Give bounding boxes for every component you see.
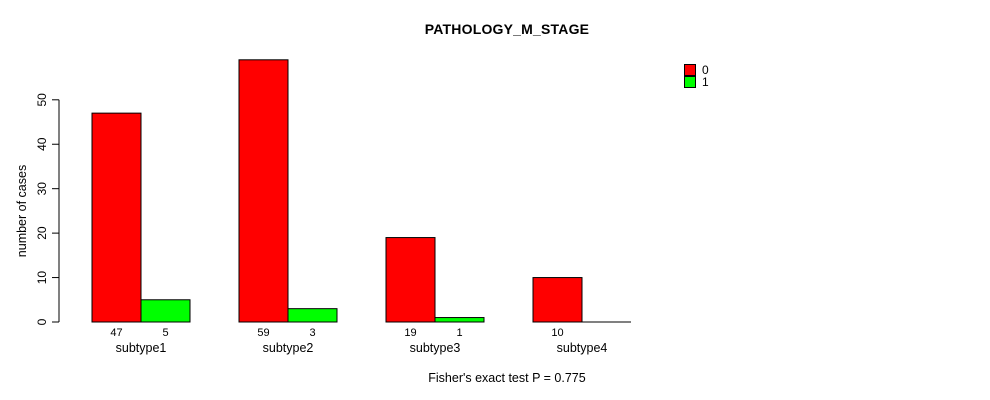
bar-subtype1-series-0 (91, 112, 142, 323)
bar-count-label: 1 (456, 327, 462, 339)
chart-title: PATHOLOGY_M_STAGE (424, 21, 590, 37)
y-tick-label: 20 (35, 226, 49, 240)
y-tick-label: 40 (35, 137, 49, 151)
bar-count-label: 19 (404, 327, 416, 339)
bar-count-label: 59 (257, 327, 269, 339)
y-tick-label: 10 (35, 271, 49, 285)
legend: 0 1 (684, 64, 709, 88)
legend-label-1: 1 (702, 75, 709, 89)
bar-count-label: 10 (551, 327, 563, 339)
legend-item-0: 0 (684, 64, 709, 76)
y-tick-label: 50 (35, 93, 49, 107)
category-label: subtype4 (557, 341, 608, 355)
category-label: subtype3 (410, 341, 461, 355)
bar-count-label: 3 (309, 327, 315, 339)
category-label: subtype1 (116, 341, 167, 355)
bar-subtype2-series-0 (238, 59, 289, 323)
legend-swatch-red (684, 64, 696, 76)
bar-subtype1-series-1 (140, 299, 191, 323)
y-tick-label: 0 (35, 318, 49, 325)
y-tick-label: 30 (35, 182, 49, 196)
bar-subtype2-series-1 (287, 308, 338, 323)
legend-item-1: 1 (684, 76, 709, 88)
category-label: subtype2 (263, 341, 314, 355)
bar-subtype3-series-0 (385, 237, 436, 323)
legend-label-0: 0 (702, 63, 709, 77)
bar-subtype3-series-1 (434, 317, 485, 323)
legend-swatch-green (684, 76, 696, 88)
bar-count-label: 5 (162, 327, 168, 339)
bar-count-label: 47 (110, 327, 122, 339)
bar-subtype4-series-0 (532, 277, 583, 323)
fisher-test-annotation: Fisher's exact test P = 0.775 (428, 371, 586, 385)
